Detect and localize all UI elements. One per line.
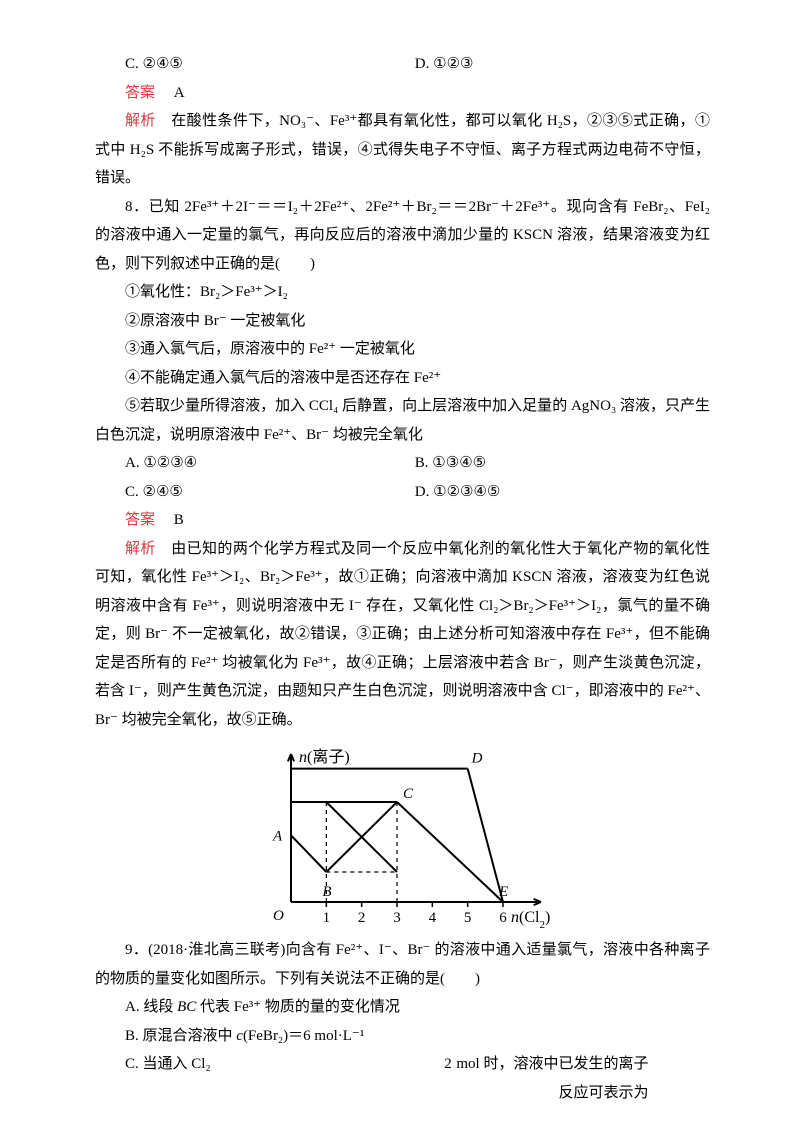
q8-option-d: D. ①②③④⑤ (415, 478, 710, 507)
svg-text:C: C (403, 786, 414, 802)
svg-text:E: E (498, 884, 508, 900)
q8-option-c: C. ②④⑤ (95, 478, 415, 507)
q7-answer-line: 答案 A (95, 79, 710, 108)
svg-text:4: 4 (428, 910, 436, 926)
answer-text (159, 85, 174, 101)
q9-c-c: mol 时，溶液中已发生的离子反应可表示为 (452, 1050, 649, 1107)
q8-stem-text: 8．已知 2Fe³⁺＋2I⁻＝＝I₂＋2Fe²⁺、2Fe²⁺＋Br₂＝＝2Br⁻… (95, 193, 710, 279)
svg-text:1: 1 (322, 910, 330, 926)
q8-option-a: A. ①②③④ (95, 449, 415, 478)
ion-chart: 1 2 3 4 5 6 n(离子) n(Cl2) A B C D E O (253, 742, 553, 932)
svg-text:n(Cl2): n(Cl2) (511, 909, 550, 931)
svg-text:3: 3 (393, 910, 401, 926)
q9-a-pre: A. 线段 (125, 999, 177, 1015)
svg-text:O: O (273, 908, 284, 924)
chart-container: 1 2 3 4 5 6 n(离子) n(Cl2) A B C D E O (95, 742, 710, 932)
answer-label: 答案 (125, 512, 155, 528)
svg-text:5: 5 (463, 910, 471, 926)
q7-option-c: C. ②④⑤ (95, 50, 415, 79)
q9-option-c: C. 当通入 Cl₂ 2 mol 时，溶液中已发生的离子反应可表示为 (95, 1050, 710, 1107)
q8-explain: 解析 由已知的两个化学方程式及同一个反应中氧化剂的氧化性大于氧化产物的氧化性可知… (95, 535, 710, 735)
q8-answer: B (174, 512, 184, 528)
q8-s5: ⑤若取少量所得溶液，加入 CCl₄ 后静置，向上层溶液中加入足量的 AgNO₃ … (95, 392, 710, 449)
q8-s1: ①氧化性：Br₂＞Fe³⁺＞I₂ (95, 278, 710, 307)
q8-s5-text: ⑤若取少量所得溶液，加入 CCl₄ 后静置，向上层溶液中加入足量的 AgNO₃ … (95, 392, 710, 449)
q8-option-b: B. ①③④⑤ (415, 449, 710, 478)
svg-text:n(离子): n(离子) (299, 748, 350, 766)
explain-label: 解析 (125, 541, 156, 557)
q9-b-post: (FeBr₂)＝6 mol·L⁻¹ (243, 1028, 364, 1044)
q9-stem-text: 9．(2018·淮北高三联考)向含有 Fe²⁺、I⁻、Br⁻ 的溶液中通入适量氯… (95, 936, 710, 993)
q8-explain-body: 由已知的两个化学方程式及同一个反应中氧化剂的氧化性大于氧化产物的氧化性可知，氧化… (95, 541, 710, 728)
q9-c-a: C. 当通入 Cl₂ (95, 1050, 316, 1107)
q9-option-b: B. 原混合溶液中 c(FeBr₂)＝6 mol·L⁻¹ (95, 1022, 710, 1051)
q7-explain-body: 在酸性条件下，NO₃⁻、Fe³⁺都具有氧化性，都可以氧化 H₂S，②③⑤式正确，… (95, 113, 710, 186)
svg-text:2: 2 (357, 910, 365, 926)
q7-option-d: D. ①②③ (415, 50, 710, 79)
q9-option-a: A. 线段 BC 代表 Fe³⁺ 物质的量的变化情况 (95, 993, 710, 1022)
svg-text:A: A (272, 828, 283, 844)
q9-b-ital: c (236, 1028, 243, 1044)
q8-s4: ④不能确定通入氯气后的溶液中是否还存在 Fe²⁺ (95, 364, 710, 393)
page: C. ②④⑤ D. ①②③ 答案 A 解析 在酸性条件下，NO₃⁻、Fe³⁺都具… (0, 0, 800, 1147)
svg-text:B: B (322, 884, 331, 900)
q9-stem: 9．(2018·淮北高三联考)向含有 Fe²⁺、I⁻、Br⁻ 的溶液中通入适量氯… (95, 936, 710, 993)
q9-a-ital: BC (177, 999, 196, 1015)
q8-options-row2: C. ②④⑤ D. ①②③④⑤ (95, 478, 710, 507)
q9-b-pre: B. 原混合溶液中 (125, 1028, 236, 1044)
q7-answer: A (174, 85, 185, 101)
q8-answer-line: 答案 B (95, 506, 710, 535)
q9-c-b: 2 (316, 1050, 451, 1107)
q7-options-row2: C. ②④⑤ D. ①②③ (95, 50, 710, 79)
explain-label: 解析 (125, 113, 156, 129)
q8-options-row1: A. ①②③④ B. ①③④⑤ (95, 449, 710, 478)
q8-s3: ③通入氯气后，原溶液中的 Fe²⁺ 一定被氧化 (95, 335, 710, 364)
answer-label: 答案 (125, 85, 155, 101)
svg-text:6: 6 (499, 910, 507, 926)
q7-explain: 解析 在酸性条件下，NO₃⁻、Fe³⁺都具有氧化性，都可以氧化 H₂S，②③⑤式… (95, 107, 710, 193)
answer-sep (159, 512, 174, 528)
q9-a-post: 代表 Fe³⁺ 物质的量的变化情况 (196, 999, 400, 1015)
svg-text:D: D (470, 751, 482, 767)
q8-s2: ②原溶液中 Br⁻ 一定被氧化 (95, 307, 710, 336)
q8-stem: 8．已知 2Fe³⁺＋2I⁻＝＝I₂＋2Fe²⁺、2Fe²⁺＋Br₂＝＝2Br⁻… (95, 193, 710, 279)
